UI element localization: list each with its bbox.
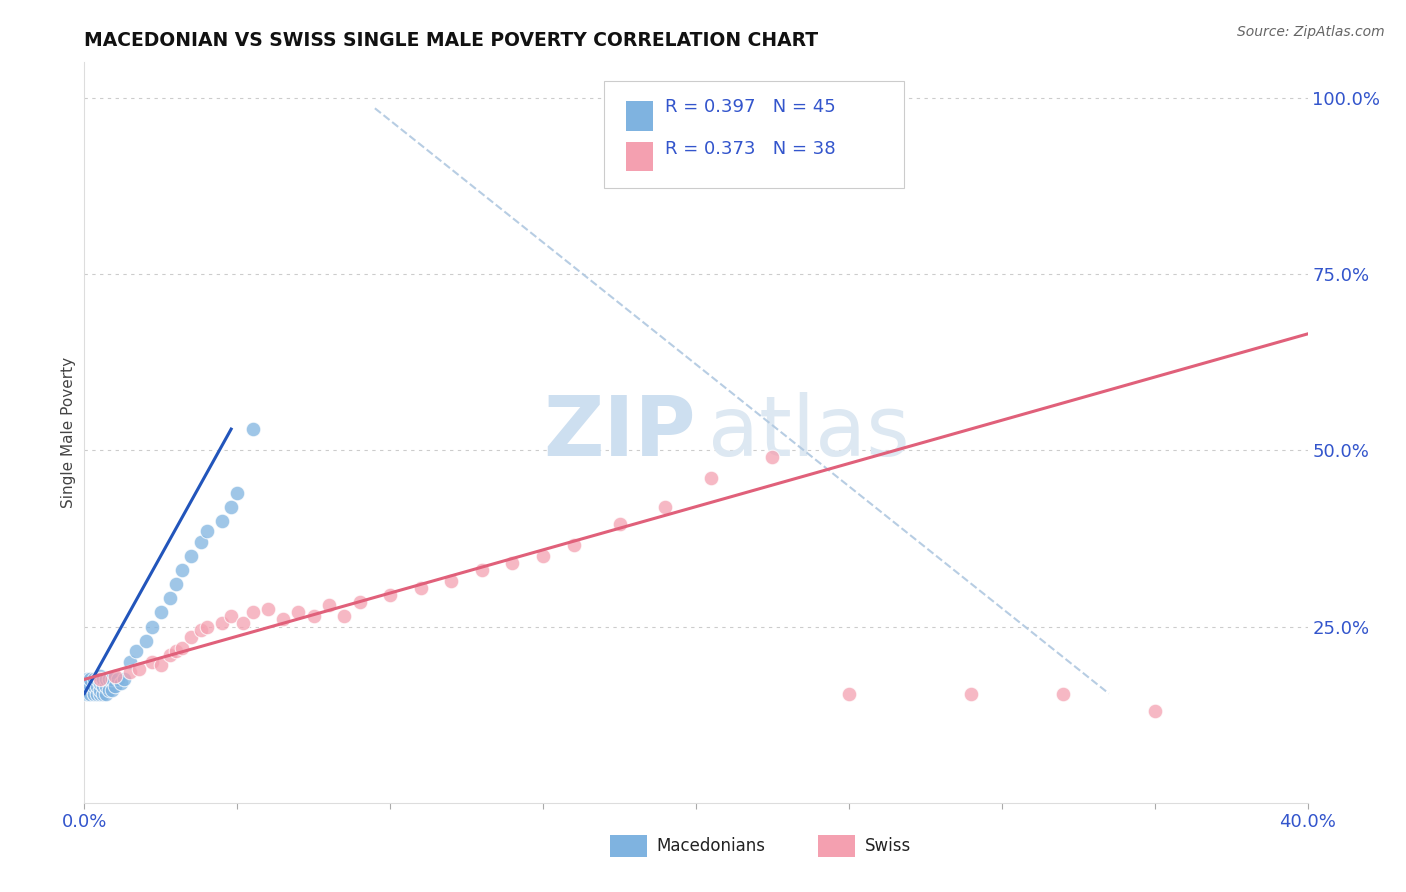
Point — [149, 658, 172, 673]
Text: Swiss: Swiss — [865, 837, 911, 855]
Point — [242, 606, 264, 620]
Point — [165, 644, 187, 658]
Point — [149, 606, 172, 620]
Point — [172, 563, 194, 577]
Point — [83, 673, 105, 687]
Point — [120, 665, 142, 680]
Point — [960, 686, 983, 700]
Point — [79, 686, 101, 700]
Point — [232, 615, 254, 630]
Point — [79, 673, 101, 687]
Point — [125, 644, 148, 658]
Text: MACEDONIAN VS SWISS SINGLE MALE POVERTY CORRELATION CHART: MACEDONIAN VS SWISS SINGLE MALE POVERTY … — [84, 30, 818, 50]
Point — [107, 673, 129, 687]
Text: ZIP: ZIP — [544, 392, 696, 473]
Point — [101, 683, 124, 698]
Point — [271, 612, 294, 626]
Point — [180, 549, 202, 563]
Point — [502, 556, 524, 570]
Point — [1143, 704, 1166, 718]
Point — [302, 609, 325, 624]
Y-axis label: Single Male Poverty: Single Male Poverty — [60, 357, 76, 508]
Point — [89, 669, 111, 683]
Text: R = 0.373   N = 38: R = 0.373 N = 38 — [665, 140, 837, 158]
Point — [76, 680, 98, 694]
Point — [86, 680, 108, 694]
FancyBboxPatch shape — [610, 835, 647, 857]
Text: R = 0.397   N = 45: R = 0.397 N = 45 — [665, 98, 837, 116]
FancyBboxPatch shape — [818, 835, 855, 857]
Point — [165, 577, 187, 591]
Point — [83, 686, 105, 700]
Point — [128, 662, 150, 676]
Point — [211, 615, 233, 630]
Point — [242, 422, 264, 436]
Point — [89, 673, 111, 687]
Point — [190, 623, 212, 637]
Point — [172, 640, 194, 655]
Point — [101, 673, 124, 687]
FancyBboxPatch shape — [626, 101, 654, 130]
Point — [89, 676, 111, 690]
Point — [112, 673, 135, 687]
Point — [700, 471, 723, 485]
Point — [1052, 686, 1074, 700]
Point — [76, 686, 98, 700]
Point — [94, 680, 117, 694]
Point — [159, 648, 181, 662]
Point — [195, 619, 218, 633]
Point — [97, 673, 120, 687]
Point — [86, 673, 108, 687]
Point — [83, 680, 105, 694]
Point — [409, 581, 432, 595]
Point — [89, 686, 111, 700]
Point — [104, 669, 127, 683]
Point — [190, 535, 212, 549]
Point — [135, 633, 157, 648]
Point — [838, 686, 860, 700]
Point — [562, 538, 585, 552]
Point — [94, 673, 117, 687]
Point — [257, 602, 280, 616]
Point — [761, 450, 783, 465]
Point — [89, 683, 111, 698]
Point — [104, 680, 127, 694]
Point — [226, 485, 249, 500]
Text: Macedonians: Macedonians — [657, 837, 766, 855]
Point — [91, 680, 114, 694]
Point — [159, 591, 181, 606]
FancyBboxPatch shape — [605, 81, 904, 188]
Point — [91, 686, 114, 700]
FancyBboxPatch shape — [626, 142, 654, 171]
Text: atlas: atlas — [709, 392, 910, 473]
Point — [440, 574, 463, 588]
Point — [195, 524, 218, 539]
Point — [654, 500, 676, 514]
Point — [219, 609, 242, 624]
Point — [349, 595, 371, 609]
Point — [76, 673, 98, 687]
Point — [180, 630, 202, 644]
Point — [110, 676, 132, 690]
Point — [380, 588, 402, 602]
Point — [471, 563, 494, 577]
Point — [318, 599, 340, 613]
Point — [219, 500, 242, 514]
Point — [609, 517, 631, 532]
Point — [211, 514, 233, 528]
Point — [94, 686, 117, 700]
Point — [531, 549, 554, 563]
Point — [86, 686, 108, 700]
Point — [141, 619, 163, 633]
Text: Source: ZipAtlas.com: Source: ZipAtlas.com — [1237, 25, 1385, 39]
Point — [97, 683, 120, 698]
Point — [79, 680, 101, 694]
Point — [333, 609, 356, 624]
Point — [141, 655, 163, 669]
Point — [120, 655, 142, 669]
Point — [91, 673, 114, 687]
Point — [287, 606, 309, 620]
